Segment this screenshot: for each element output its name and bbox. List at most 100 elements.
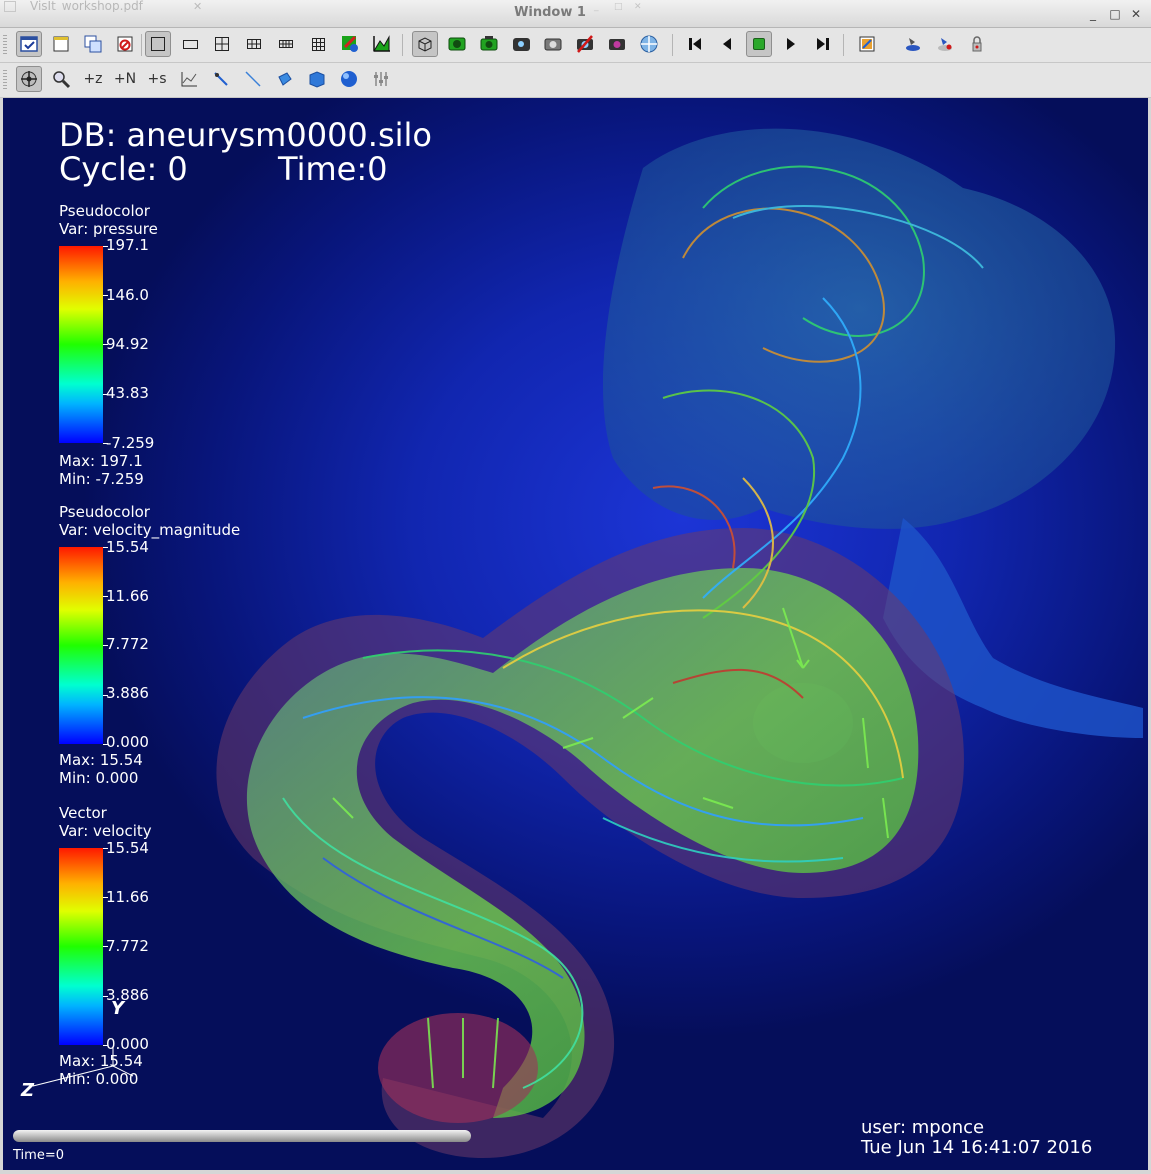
legend-tick: 7.772 bbox=[106, 635, 149, 653]
vector-legend: Vector Var: velocity 15.54 11.66 7.772 3… bbox=[59, 804, 152, 1088]
time-slider[interactable] bbox=[13, 1130, 471, 1142]
legend-min: Min: 0.000 bbox=[59, 769, 139, 787]
copy-attributes-icon[interactable] bbox=[932, 31, 958, 57]
curve-pick-icon[interactable] bbox=[176, 66, 202, 92]
spreadsheet-pick-icon[interactable]: +s bbox=[144, 66, 170, 92]
forward-step-icon[interactable] bbox=[810, 31, 836, 57]
lock-view-icon[interactable] bbox=[412, 31, 438, 57]
vessel-tube bbox=[246, 568, 919, 1118]
stop-icon[interactable] bbox=[746, 31, 772, 57]
undo-view-icon[interactable] bbox=[854, 31, 880, 57]
legend-tick: 43.83 bbox=[106, 384, 149, 402]
layout-1x1-icon[interactable] bbox=[145, 31, 171, 57]
legend-min: Min: -7.259 bbox=[59, 470, 144, 488]
aneurysm-sac bbox=[603, 128, 1116, 529]
skip-to-first-icon[interactable] bbox=[682, 31, 708, 57]
legend-tick: 11.66 bbox=[106, 587, 149, 605]
new-window-icon[interactable] bbox=[48, 31, 74, 57]
line-tool-icon[interactable] bbox=[240, 66, 266, 92]
reset-view-icon[interactable] bbox=[604, 31, 630, 57]
inlet-cap bbox=[378, 1013, 538, 1123]
lock-time-icon[interactable] bbox=[444, 31, 470, 57]
legend-tick: 94.92 bbox=[106, 335, 149, 353]
plane-tool-icon[interactable] bbox=[272, 66, 298, 92]
lock-tools-icon[interactable] bbox=[476, 31, 502, 57]
time-label: Time:0 bbox=[278, 150, 388, 188]
clone-window-icon[interactable] bbox=[80, 31, 106, 57]
play-icon[interactable] bbox=[778, 31, 804, 57]
pressure-legend: Pseudocolor Var: pressure 197.1 146.0 94… bbox=[59, 202, 158, 488]
zoom-mode-icon[interactable] bbox=[48, 66, 74, 92]
legend-tick: 15.54 bbox=[106, 839, 149, 857]
layout-3x3-icon[interactable] bbox=[305, 31, 331, 57]
legend-variable: Var: velocity_magnitude bbox=[59, 521, 241, 539]
legend-color-bar bbox=[59, 848, 103, 1045]
legend-variable: Var: velocity bbox=[59, 822, 152, 840]
layout-2x4-icon[interactable] bbox=[273, 31, 299, 57]
recenter-view-icon[interactable] bbox=[636, 31, 662, 57]
zone-pick-label: +z bbox=[83, 71, 103, 87]
layout-1x2-icon[interactable] bbox=[177, 31, 203, 57]
legend-max: Max: 15.54 bbox=[59, 751, 143, 769]
set-mode-icon[interactable] bbox=[369, 31, 395, 57]
legend-color-bar bbox=[59, 246, 103, 443]
visualization-viewport[interactable]: DB: aneurysm0000.silo Cycle: 0 Time:0 Ps… bbox=[3, 98, 1148, 1170]
layout-2x2-icon[interactable] bbox=[209, 31, 235, 57]
user-label: user: mponce bbox=[861, 1117, 985, 1138]
legend-tick: 197.1 bbox=[106, 236, 149, 254]
point-tool-icon[interactable] bbox=[368, 66, 394, 92]
legend-tick: 0.000 bbox=[106, 1035, 149, 1053]
choose-view-icon[interactable] bbox=[540, 31, 566, 57]
active-window-check-icon[interactable] bbox=[16, 31, 42, 57]
legend-plot-type: Pseudocolor bbox=[59, 503, 150, 521]
reverse-step-icon[interactable] bbox=[714, 31, 740, 57]
window-toolbar bbox=[0, 28, 1151, 63]
legend-tick: 11.66 bbox=[106, 888, 149, 906]
invert-background-icon[interactable] bbox=[337, 31, 363, 57]
interaction-toolbar: +z +N +s bbox=[0, 63, 1151, 98]
legend-max: Max: 197.1 bbox=[59, 452, 143, 470]
save-view-icon[interactable] bbox=[508, 31, 534, 57]
window-icon bbox=[4, 1, 16, 12]
background-window-title: VisIt_workshop.pdf bbox=[30, 0, 143, 12]
lock-plots-icon[interactable] bbox=[964, 31, 990, 57]
legend-plot-type: Pseudocolor bbox=[59, 202, 150, 220]
legend-variable: Var: pressure bbox=[59, 220, 158, 238]
ghost-minimize-icon: _ bbox=[594, 2, 599, 12]
lineout-icon[interactable] bbox=[208, 66, 234, 92]
aneurysm-rendering bbox=[216, 128, 1143, 1158]
ghost-close-icon: ✕ bbox=[634, 2, 642, 12]
toolbar-grip[interactable] bbox=[3, 35, 7, 55]
axis-triad bbox=[32, 1046, 134, 1087]
maximize-button[interactable]: □ bbox=[1109, 7, 1121, 21]
zone-pick-icon[interactable]: +z bbox=[80, 66, 106, 92]
legend-tick: 3.886 bbox=[106, 986, 149, 1004]
minimize-button[interactable]: _ bbox=[1090, 7, 1096, 21]
velocity-arrows bbox=[332, 607, 889, 1089]
window-title: Window 1 bbox=[514, 5, 586, 20]
window-title-bar[interactable]: VisIt_workshop.pdf ✕ Window 1 _ □ ✕ _ □ … bbox=[0, 0, 1151, 28]
spin-icon[interactable] bbox=[900, 31, 926, 57]
toolbar-grip[interactable] bbox=[3, 70, 7, 90]
ghost-maximize-icon: □ bbox=[614, 2, 623, 12]
z-axis-label: Z bbox=[21, 1080, 35, 1101]
velocity-magnitude-legend: Pseudocolor Var: velocity_magnitude 15.5… bbox=[59, 503, 241, 787]
layout-2x3-icon[interactable] bbox=[241, 31, 267, 57]
streamlines bbox=[282, 165, 984, 1089]
legend-plot-type: Vector bbox=[59, 804, 107, 822]
legend-max: Max: 15.54 bbox=[59, 1052, 143, 1070]
delete-window-icon[interactable] bbox=[112, 31, 138, 57]
background-close-icon[interactable]: ✕ bbox=[193, 0, 203, 13]
user-info: user: mponce Tue Jun 14 16:41:07 2016 bbox=[861, 1118, 1092, 1158]
legend-tick: 3.886 bbox=[106, 684, 149, 702]
navigate-mode-icon[interactable] bbox=[16, 66, 42, 92]
date-label: Tue Jun 14 16:41:07 2016 bbox=[861, 1137, 1093, 1158]
node-pick-icon[interactable]: +N bbox=[112, 66, 138, 92]
time-slider-label: Time=0 bbox=[13, 1148, 64, 1163]
close-button[interactable]: ✕ bbox=[1130, 7, 1142, 21]
sphere-tool-icon[interactable] bbox=[336, 66, 362, 92]
legend-tick: 0.000 bbox=[106, 733, 149, 751]
clear-views-icon[interactable] bbox=[572, 31, 598, 57]
box-tool-icon[interactable] bbox=[304, 66, 330, 92]
background-window-tab[interactable]: VisIt_workshop.pdf bbox=[0, 0, 209, 12]
